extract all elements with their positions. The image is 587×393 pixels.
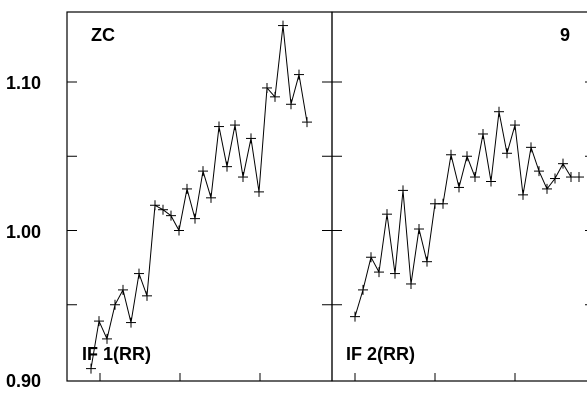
panel-2-point-9 — [414, 224, 424, 235]
panel-1-point-10 — [158, 204, 168, 215]
panel-1-point-28 — [302, 117, 312, 128]
panel-2-point-16 — [470, 172, 480, 183]
y-tick-label-2: 1.00 — [6, 222, 41, 242]
panel-1-series-line — [90, 25, 308, 369]
panel-2-label: IF 2(RR) — [346, 344, 415, 364]
panel-1-point-12 — [174, 225, 184, 236]
panel-1-point-14 — [190, 213, 200, 224]
panel-1-point-1 — [86, 363, 96, 374]
panel-2-point-14 — [454, 182, 464, 193]
panel-2-point-17 — [478, 128, 488, 139]
panel-2-point-4 — [374, 267, 384, 278]
panel-2-point-10 — [422, 256, 432, 267]
panel-1-point-4 — [110, 299, 120, 310]
panel-2-corner-label: 9 — [560, 25, 570, 45]
panel-2-point-6 — [390, 268, 400, 279]
panel-1-point-22 — [254, 186, 264, 197]
panel-2-point-12 — [438, 198, 448, 209]
panel-1-point-7 — [134, 268, 144, 279]
panel-2-frame — [331, 11, 587, 382]
panel-1-point-21 — [246, 133, 256, 144]
panel-1-point-15 — [198, 166, 208, 177]
panel-1-point-27 — [294, 69, 304, 80]
panel-1-point-16 — [206, 192, 216, 203]
panel-1-point-24 — [270, 91, 280, 102]
panel-2-point-25 — [542, 183, 552, 194]
panel-1-point-6 — [126, 317, 136, 328]
panel-2-point-7 — [398, 185, 408, 196]
panel-2-point-29 — [574, 172, 584, 183]
panel-1-point-8 — [142, 290, 152, 301]
panel-2-point-13 — [446, 149, 456, 160]
panel-2-point-22 — [518, 189, 528, 200]
panel-2-point-27 — [558, 158, 568, 169]
panel-2-point-26 — [550, 173, 560, 184]
panel-1-point-5 — [118, 284, 128, 295]
panel-1-point-25 — [278, 20, 288, 31]
panel-2-point-23 — [526, 142, 536, 153]
panel-1-point-2 — [94, 316, 104, 327]
panel-2-point-15 — [462, 151, 472, 162]
panel-2-point-19 — [494, 106, 504, 117]
panel-2-point-2 — [358, 284, 368, 295]
panel-2-point-3 — [366, 252, 376, 263]
y-tick-label-1: 1.10 — [6, 73, 41, 93]
y-tick-label-3: 0.90 — [6, 371, 41, 391]
panel-2-point-18 — [486, 176, 496, 187]
panel-2-point-1 — [350, 311, 360, 322]
panel-2-point-20 — [502, 148, 512, 159]
panel-1-point-26 — [286, 99, 296, 110]
panel-1-point-17 — [214, 121, 224, 132]
panel-2-point-21 — [510, 120, 520, 131]
panel-1-point-18 — [222, 161, 232, 172]
panel-1-point-19 — [230, 120, 240, 131]
panel-1-point-9 — [150, 200, 160, 211]
panel-1-label: IF 1(RR) — [82, 344, 151, 364]
panel-1-point-20 — [238, 172, 248, 183]
panel-2-point-8 — [406, 278, 416, 289]
panel-1-point-11 — [166, 210, 176, 221]
panel-1-point-3 — [102, 333, 112, 344]
panel-1-frame — [66, 11, 333, 382]
panel-2-point-24 — [534, 166, 544, 177]
panel-1-point-13 — [182, 183, 192, 194]
panel-1-point-23 — [262, 82, 272, 93]
panel-1-corner-label: ZC — [91, 25, 115, 45]
panel-2-point-5 — [382, 209, 392, 220]
